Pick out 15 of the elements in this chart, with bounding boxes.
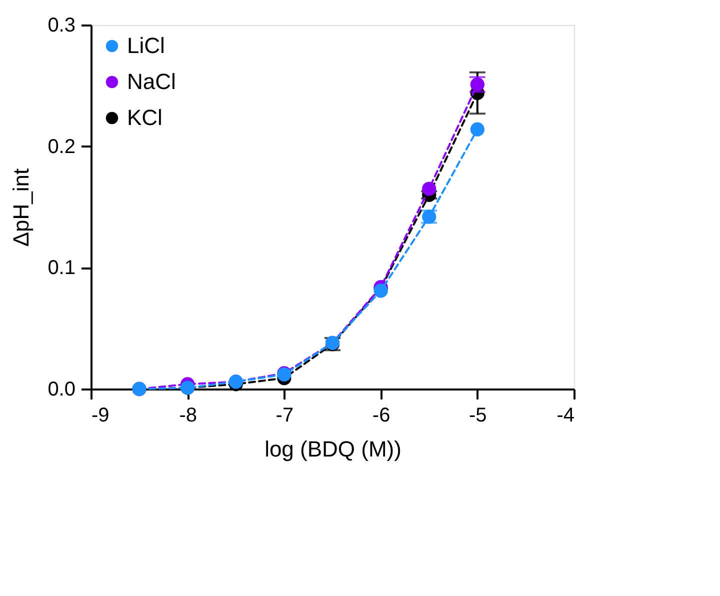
y-tick-label: 0.0 xyxy=(48,378,76,400)
y-tick-label: 0.2 xyxy=(48,136,76,158)
legend-label: KCl xyxy=(127,105,162,130)
x-tick-label: -9 xyxy=(92,404,110,426)
x-tick-label: -7 xyxy=(276,404,294,426)
legend-label: NaCl xyxy=(127,69,176,94)
y-tick-label: 0.1 xyxy=(48,257,76,280)
legend-label: LiCl xyxy=(127,33,165,58)
x-axis-title: log (BDQ (M)) xyxy=(264,436,402,462)
x-tick-label: -4 xyxy=(556,404,574,426)
x-tick-label: -8 xyxy=(179,404,197,426)
x-tick-label: -5 xyxy=(469,404,487,426)
y-tick-label: 0.3 xyxy=(48,14,76,36)
y-axis-title: ΔpH_int xyxy=(8,168,34,247)
x-tick-label: -6 xyxy=(372,404,390,426)
